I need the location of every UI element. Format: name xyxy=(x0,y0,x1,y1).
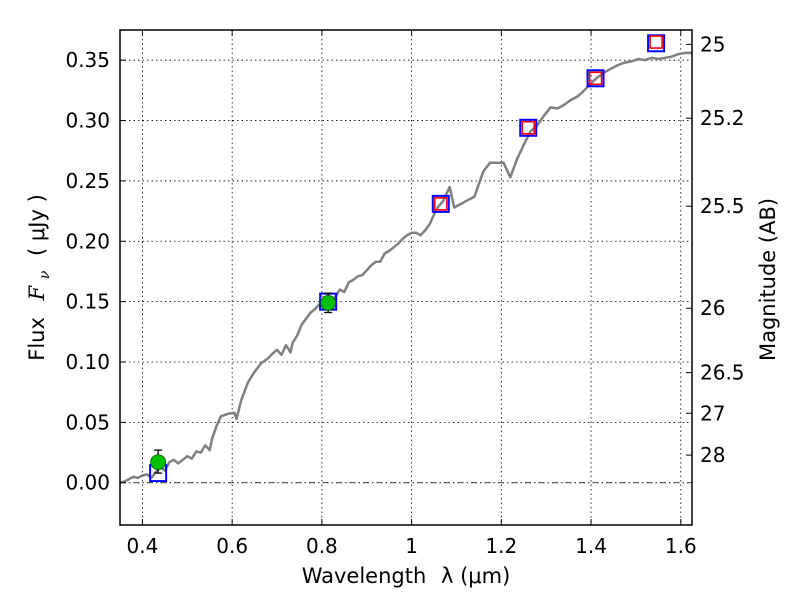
model-band-marker xyxy=(586,69,605,88)
plot-area-frame xyxy=(119,29,693,526)
observed-upper-marker xyxy=(649,35,663,49)
model-band-marker xyxy=(519,118,538,137)
model-sed-line xyxy=(119,51,692,484)
y-tick-label: 0.15 xyxy=(65,290,110,314)
y-axis-label-unit: ( μJy ) xyxy=(25,194,49,256)
magnitude-tick-label: 25.2 xyxy=(700,106,745,130)
observed-marker xyxy=(320,294,337,311)
x-axis-label-unit: λ (μm) xyxy=(441,564,510,588)
x-axis-label-prefix: Wavelength xyxy=(302,564,427,588)
y-tick-label: 0.35 xyxy=(65,48,110,72)
y-axis-label-symbol: F xyxy=(25,284,49,301)
model-band-marker xyxy=(431,194,450,213)
magnitude-tick-label: 26 xyxy=(700,296,725,320)
x-tick-label: 0.6 xyxy=(216,534,248,558)
x-tick-label: 1 xyxy=(405,534,418,558)
magnitude-tick-label: 25.5 xyxy=(700,194,745,218)
y-axis-label-prefix: Flux xyxy=(25,317,49,361)
observed-marker xyxy=(150,454,167,471)
magnitude-tick-label: 27 xyxy=(700,401,725,425)
observed-upper-marker xyxy=(521,120,536,135)
magnitude-axis-label: Magnitude (AB) xyxy=(756,198,780,361)
grid xyxy=(120,30,692,525)
observed-upper-marker xyxy=(433,197,448,211)
magnitude-tick-label: 25 xyxy=(700,32,725,56)
y-tick-label: 0.10 xyxy=(65,350,110,374)
x-tick-label: 1.6 xyxy=(665,534,697,558)
magnitude-tick-label: 26.5 xyxy=(700,361,745,385)
x-tick-label: 1.2 xyxy=(485,534,517,558)
y-axis-label-subscript: ν xyxy=(37,270,53,279)
y-tick-label: 0.25 xyxy=(65,169,110,193)
y-tick-label: 0.20 xyxy=(65,229,110,253)
x-tick-label: 0.4 xyxy=(127,534,159,558)
series xyxy=(119,34,692,484)
x-axis-label: Wavelength λ (μm) xyxy=(302,564,511,588)
observed-upper-marker xyxy=(588,71,603,86)
y-tick-label: 0.30 xyxy=(65,109,110,133)
y-tick-label: 0.05 xyxy=(65,410,110,434)
y-tick-label: 0.00 xyxy=(65,471,110,495)
ticks: 0.4 0.6 0.8 1 1.2 1.4 1.6 0.00 0.05 0.10 0.15 0.20 0… xyxy=(65,30,745,558)
magnitude-tick-label: 28 xyxy=(700,443,725,467)
x-tick-label: 1.4 xyxy=(575,534,607,558)
y-axis-label: Flux F ν ( μJy ) xyxy=(25,194,54,361)
x-tick-label: 0.8 xyxy=(306,534,338,558)
